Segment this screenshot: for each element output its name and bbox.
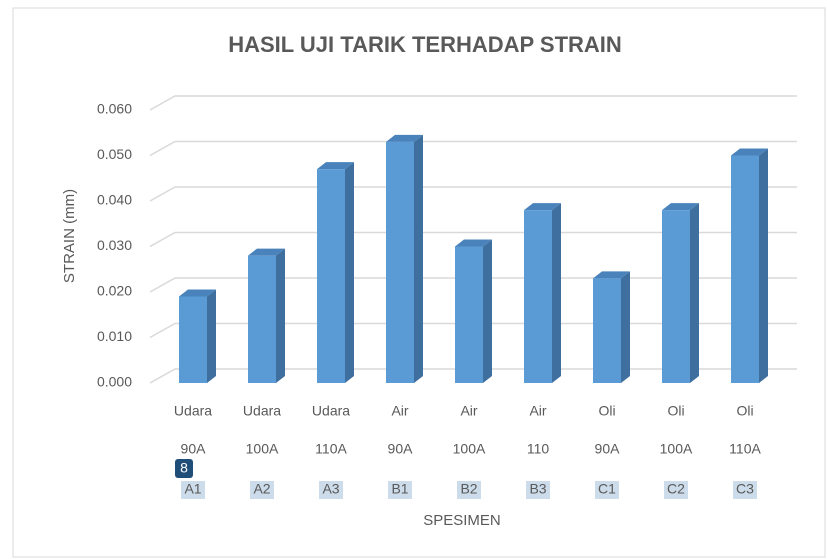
bar-side (759, 148, 768, 383)
x-tick-label: Oli (736, 403, 753, 419)
bar (386, 134, 423, 383)
x-tick-label: A2 (253, 481, 270, 497)
label-highlight (733, 481, 757, 499)
x-tick-label: C1 (598, 481, 616, 497)
grid-line (149, 95, 797, 111)
x-tick-label: A1 (184, 481, 201, 497)
grid-line (149, 231, 797, 248)
bar-top (179, 289, 216, 297)
x-tick-label: Udara (243, 403, 281, 419)
bar-top (524, 203, 561, 211)
x-tick-label: Oli (667, 403, 684, 419)
bar-front (524, 210, 552, 383)
label-highlight (388, 481, 412, 499)
x-tick-label: 110A (315, 441, 347, 457)
bar-side (345, 162, 354, 383)
label-highlight (526, 481, 550, 499)
y-tick-label: 0.040 (97, 192, 132, 208)
bar-front (248, 255, 276, 383)
y-tick-label: 0.060 (97, 101, 132, 117)
x-tick-label: 90A (181, 441, 207, 457)
y-tick-label: 0.000 (97, 374, 132, 390)
x-tick-label: A3 (322, 481, 339, 497)
x-axis-title: SPESIMEN (423, 512, 501, 529)
bar-top (386, 134, 423, 142)
x-tick-label: 90A (388, 441, 414, 457)
bar-side (276, 248, 285, 383)
y-tick-label: 0.030 (97, 237, 132, 253)
bar-top (593, 271, 630, 279)
bar-top (731, 148, 768, 156)
bar-front (731, 155, 759, 383)
bar (662, 203, 699, 383)
grid-line (149, 277, 797, 293)
x-tick-label: 100A (453, 441, 486, 457)
x-tick-label: Air (529, 403, 546, 419)
bar-top (248, 248, 285, 256)
x-tick-label: 110A (729, 441, 761, 457)
bar (524, 203, 561, 383)
x-tick-label: Air (460, 403, 477, 419)
label-highlight (457, 481, 481, 499)
grid-line (149, 186, 797, 202)
badge (175, 459, 193, 478)
grid-line (149, 368, 797, 384)
chart-title: HASIL UJI TARIK TERHADAP STRAIN (228, 32, 622, 57)
bar-front (662, 210, 690, 383)
grid-line (149, 140, 797, 157)
bar-side (207, 289, 216, 383)
x-tick-label: 100A (660, 441, 693, 457)
bar-top (317, 162, 354, 170)
grid-line (149, 322, 797, 339)
bar-front (455, 246, 483, 383)
bar-front (593, 278, 621, 383)
bar (593, 271, 630, 383)
y-tick-label: 0.050 (97, 146, 132, 162)
bar (317, 162, 354, 383)
y-tick-label: 0.020 (97, 283, 132, 299)
x-tick-label: Air (391, 403, 408, 419)
x-tick-label: 90A (595, 441, 621, 457)
bar-top (662, 203, 699, 211)
x-tick-label: Udara (174, 403, 212, 419)
x-tick-label: B2 (460, 481, 477, 497)
bar-top (455, 239, 492, 247)
bar-side (414, 134, 423, 383)
label-highlight (319, 481, 343, 499)
x-tick-label: B1 (391, 481, 408, 497)
bar (731, 148, 768, 383)
label-highlight (664, 481, 688, 499)
bar (179, 289, 216, 383)
bar-front (317, 169, 345, 383)
x-tick-label: C3 (736, 481, 754, 497)
x-tick-label: B3 (529, 481, 546, 497)
bar-front (179, 296, 207, 383)
bar-side (690, 203, 699, 383)
label-highlight (595, 481, 619, 499)
x-tick-label: Oli (598, 403, 615, 419)
bar-side (552, 203, 561, 383)
bar-side (483, 239, 492, 383)
bar-side (621, 271, 630, 383)
y-axis-title: STRAIN (mm) (61, 189, 78, 283)
x-tick-label: Udara (312, 403, 350, 419)
bar-front (386, 141, 414, 383)
bar (455, 239, 492, 383)
label-highlight (181, 481, 205, 499)
bar (248, 248, 285, 383)
x-tick-label: 110 (527, 441, 550, 457)
x-tick-label: 100A (246, 441, 279, 457)
label-highlight (250, 481, 274, 499)
x-tick-label: C2 (667, 481, 685, 497)
badge-text: 8 (180, 460, 188, 476)
y-tick-label: 0.010 (97, 328, 132, 344)
